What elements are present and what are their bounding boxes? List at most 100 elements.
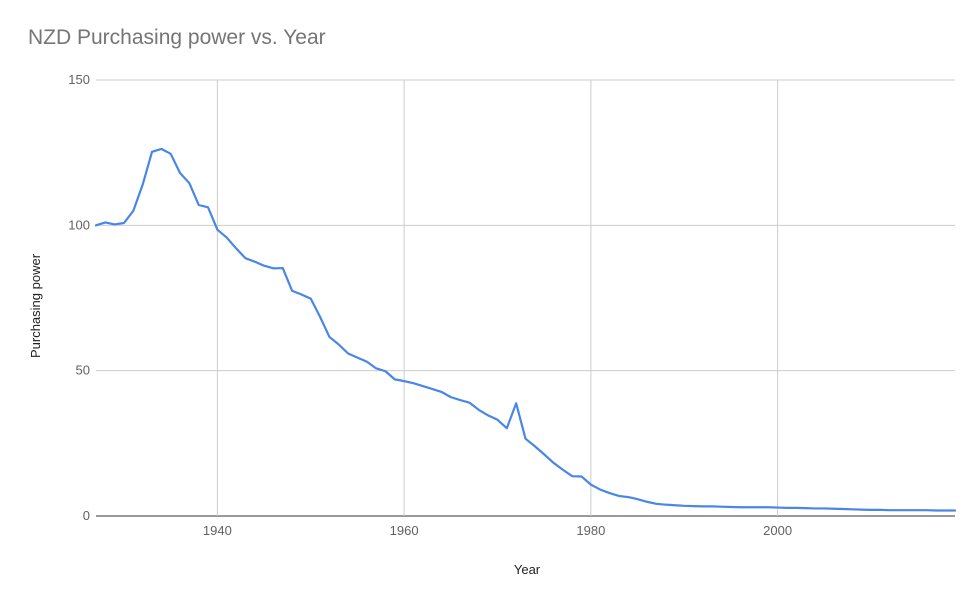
data-point	[720, 505, 722, 507]
data-point	[954, 509, 956, 511]
gridlines	[96, 79, 955, 517]
data-point	[216, 228, 218, 230]
data-point	[758, 506, 760, 508]
data-point	[524, 437, 526, 439]
data-point	[291, 290, 293, 292]
data-point	[113, 223, 115, 225]
data-point	[618, 495, 620, 497]
data-point	[188, 182, 190, 184]
x-tick-label: 1960	[390, 523, 419, 538]
data-point	[478, 409, 480, 411]
x-axis-title: Year	[514, 562, 541, 577]
data-point	[888, 509, 890, 511]
data-point	[571, 475, 573, 477]
data-point	[898, 509, 900, 511]
data-point	[730, 506, 732, 508]
data-point	[506, 427, 508, 429]
data-point	[683, 505, 685, 507]
data-point	[655, 503, 657, 505]
data-point	[767, 506, 769, 508]
data-point	[907, 509, 909, 511]
data-point	[468, 401, 470, 403]
data-point	[860, 508, 862, 510]
y-axis-title: Purchasing power	[28, 253, 43, 358]
data-point	[403, 380, 405, 382]
y-tick-label: 50	[76, 363, 90, 378]
data-point	[244, 257, 246, 259]
data-point	[431, 388, 433, 390]
data-point	[254, 260, 256, 262]
data-point	[394, 378, 396, 380]
series-layer	[94, 147, 957, 512]
data-point	[823, 507, 825, 509]
data-point	[851, 508, 853, 510]
data-point	[580, 475, 582, 477]
data-point	[282, 267, 284, 269]
data-point	[132, 210, 134, 212]
data-point	[123, 222, 125, 224]
data-point	[786, 507, 788, 509]
data-point	[235, 247, 237, 249]
y-tick-label: 100	[68, 217, 90, 232]
data-point	[711, 505, 713, 507]
data-point	[692, 505, 694, 507]
data-point	[646, 501, 648, 503]
data-point	[366, 360, 368, 362]
data-point	[263, 265, 265, 267]
data-point	[338, 343, 340, 345]
data-point	[487, 414, 489, 416]
data-point	[552, 462, 554, 464]
data-point	[776, 506, 778, 508]
x-tick-label: 1980	[576, 523, 605, 538]
data-point	[384, 370, 386, 372]
data-point	[515, 402, 517, 404]
data-point	[590, 483, 592, 485]
y-tick-label: 0	[83, 508, 90, 523]
data-point	[702, 505, 704, 507]
data-point	[944, 509, 946, 511]
data-point	[543, 453, 545, 455]
data-point	[814, 507, 816, 509]
data-point	[636, 498, 638, 500]
data-point	[412, 382, 414, 384]
data-point	[879, 509, 881, 511]
data-point	[300, 293, 302, 295]
data-point	[496, 419, 498, 421]
data-point	[440, 391, 442, 393]
data-point	[804, 507, 806, 509]
data-point	[198, 204, 200, 206]
data-point	[169, 153, 171, 155]
data-point	[272, 267, 274, 269]
data-point	[422, 385, 424, 387]
data-point	[916, 509, 918, 511]
data-point	[674, 504, 676, 506]
data-point	[347, 352, 349, 354]
data-point	[870, 509, 872, 511]
x-tick-label: 2000	[763, 523, 792, 538]
data-point	[95, 224, 97, 226]
data-point	[926, 509, 928, 511]
data-point	[832, 508, 834, 510]
data-point	[608, 492, 610, 494]
data-point	[935, 509, 937, 511]
y-tick-label: 150	[68, 72, 90, 87]
data-point	[739, 506, 741, 508]
data-point	[795, 507, 797, 509]
data-point	[599, 488, 601, 490]
data-point	[459, 399, 461, 401]
data-point	[141, 183, 143, 185]
data-point	[842, 508, 844, 510]
data-point	[450, 396, 452, 398]
data-point	[151, 151, 153, 153]
data-point	[319, 316, 321, 318]
data-point	[375, 367, 377, 369]
data-point	[226, 236, 228, 238]
data-point	[562, 469, 564, 471]
x-tick-label: 1940	[203, 523, 232, 538]
data-point	[104, 221, 106, 223]
chart-title: NZD Purchasing power vs. Year	[28, 26, 326, 49]
data-point	[179, 172, 181, 174]
series-line	[94, 147, 957, 512]
